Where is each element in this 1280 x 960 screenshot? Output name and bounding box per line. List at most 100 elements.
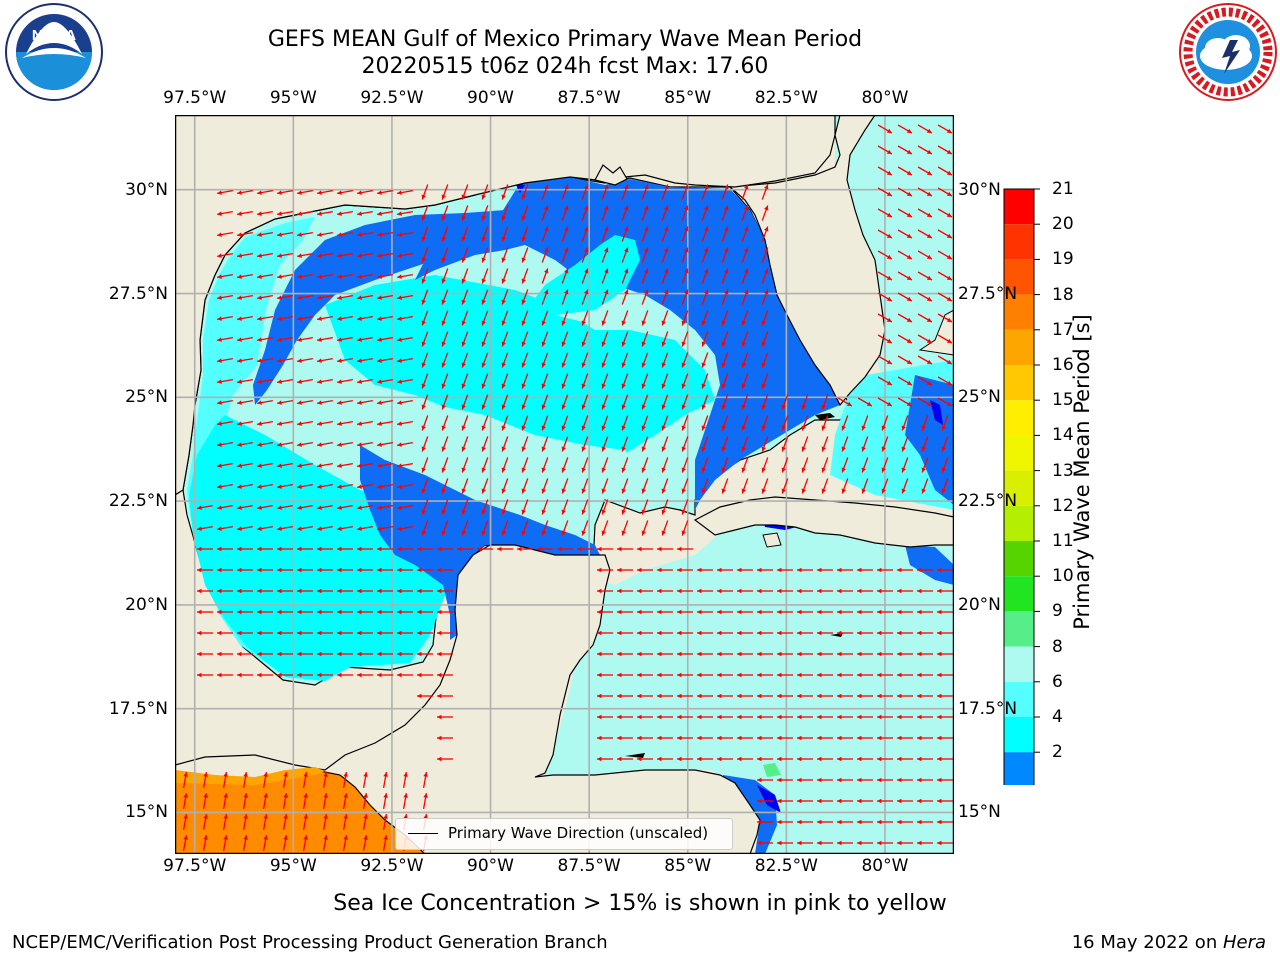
wave-direction-arrow (337, 588, 353, 594)
wave-direction-arrow (621, 268, 629, 284)
wave-direction-arrow (481, 331, 489, 347)
wave-direction-arrow (561, 373, 569, 389)
wave-direction-arrow (937, 567, 953, 573)
wave-direction-arrow (857, 609, 873, 615)
wave-direction-arrow (277, 630, 293, 636)
wave-direction-arrow (581, 289, 589, 305)
wave-direction-arrow (677, 609, 693, 615)
caribbean-water (545, 510, 954, 854)
wave-direction-arrow (757, 630, 773, 636)
wave-direction-arrow (357, 462, 373, 468)
wave-direction-arrow (621, 520, 629, 536)
wave-direction-arrow (697, 756, 713, 762)
wave-direction-arrow (322, 814, 328, 830)
wave-direction-arrow (397, 336, 413, 342)
wave-direction-arrow (277, 273, 293, 279)
wave-direction-arrow (317, 651, 333, 657)
wave-direction-arrow (377, 294, 393, 300)
wave-direction-arrow (877, 651, 893, 657)
lon-tick-top: 95°W (269, 88, 317, 108)
wave-direction-arrow (297, 525, 313, 531)
wave-direction-arrow (377, 567, 393, 573)
wave-direction-arrow (237, 210, 253, 216)
wave-direction-arrow (937, 334, 953, 344)
wave-direction-arrow (817, 777, 833, 783)
lat-tick-left: 22.5°N (108, 491, 168, 512)
wave-direction-arrow (317, 315, 333, 321)
wave-direction-arrow (417, 546, 433, 552)
wave-direction-arrow (701, 205, 709, 221)
wave-direction-arrow (317, 567, 333, 573)
wave-direction-arrow (297, 651, 313, 657)
wave-direction-arrow (661, 520, 669, 536)
wave-direction-arrow (441, 415, 449, 431)
wave-direction-arrow (937, 355, 953, 365)
wave-direction-arrow (541, 310, 549, 326)
wave-direction-arrow (937, 819, 953, 825)
wave-direction-arrow (601, 436, 609, 452)
wave-direction-arrow (897, 567, 913, 573)
wave-direction-arrow (377, 420, 393, 426)
wave-direction-arrow (377, 378, 393, 384)
wave-direction-arrow (801, 394, 809, 410)
wave-direction-arrow (641, 520, 649, 536)
wave-direction-arrow (277, 210, 293, 216)
wave-direction-arrow (837, 777, 853, 783)
wave-direction-arrow (937, 777, 953, 783)
wave-direction-arrow (917, 756, 933, 762)
wave-direction-arrow (657, 567, 673, 573)
colorbar-tick-label: 18 (1052, 284, 1074, 305)
wave-direction-arrow (182, 814, 188, 830)
wave-direction-arrow (461, 247, 469, 263)
colorbar-cell (1004, 505, 1034, 541)
wave-direction-arrow (817, 714, 833, 720)
wave-direction-arrow (637, 693, 653, 699)
wave-direction-arrow (697, 567, 713, 573)
wave-direction-arrow (277, 357, 293, 363)
wave-direction-arrow (701, 373, 709, 389)
wave-direction-arrow (837, 672, 853, 678)
wave-direction-arrow (937, 271, 953, 281)
wave-direction-arrow (677, 756, 693, 762)
wave-direction-arrow (397, 378, 413, 384)
wave-direction-arrow (797, 756, 813, 762)
wave-direction-arrow (317, 231, 333, 237)
wave-direction-arrow (601, 457, 609, 473)
wave-direction-arrow (501, 268, 509, 284)
wave-direction-arrow (937, 292, 953, 302)
wave-direction-arrow (237, 441, 253, 447)
wave-direction-arrow (917, 609, 933, 615)
wave-direction-arrow (777, 672, 793, 678)
wave-direction-arrow (601, 373, 609, 389)
wave-direction-arrow (937, 651, 953, 657)
wave-direction-arrow (857, 693, 873, 699)
wave-direction-arrow (421, 205, 429, 221)
wave-direction-arrow (317, 399, 333, 405)
wave-direction-arrow (617, 735, 633, 741)
wave-direction-arrow (437, 756, 453, 762)
wave-direction-arrow (701, 394, 709, 410)
wave-direction-arrow (897, 124, 913, 134)
wave-direction-arrow (721, 436, 729, 452)
wave-direction-arrow (657, 672, 673, 678)
wave-direction-arrow (641, 247, 649, 263)
wave-direction-arrow (197, 672, 213, 678)
wave-direction-arrow (761, 394, 769, 410)
wave-direction-arrow (481, 184, 489, 200)
wave-direction-arrow (441, 499, 449, 515)
wave-direction-arrow (657, 609, 673, 615)
wave-direction-arrow (701, 415, 709, 431)
wave-direction-arrow (577, 546, 593, 552)
wave-direction-arrow (197, 504, 213, 510)
colorbar-cell (1004, 717, 1034, 753)
wave-direction-arrow (257, 651, 273, 657)
wave-direction-arrow (441, 268, 449, 284)
wave-direction-arrow (681, 289, 689, 305)
wave-direction-arrow (697, 672, 713, 678)
wave-direction-arrow (202, 835, 208, 851)
wave-direction-arrow (237, 651, 253, 657)
wave-direction-arrow (721, 226, 729, 242)
wave-direction-arrow (921, 457, 929, 473)
wave-direction-arrow (641, 499, 649, 515)
wave-direction-arrow (721, 331, 729, 347)
